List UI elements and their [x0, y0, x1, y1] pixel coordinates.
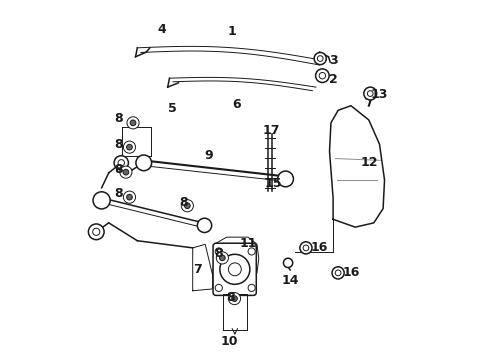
Circle shape: [228, 263, 241, 276]
Circle shape: [366, 91, 372, 96]
Circle shape: [181, 200, 193, 212]
Circle shape: [319, 72, 325, 79]
Circle shape: [228, 293, 240, 305]
Circle shape: [283, 258, 292, 267]
Circle shape: [216, 252, 228, 264]
Text: 4: 4: [157, 23, 165, 36]
Text: 8: 8: [226, 291, 235, 304]
Circle shape: [303, 245, 308, 251]
Circle shape: [219, 255, 225, 261]
Text: 9: 9: [204, 149, 213, 162]
Text: 7: 7: [193, 263, 202, 276]
Text: 1: 1: [227, 25, 236, 38]
Circle shape: [197, 218, 211, 233]
Text: 16: 16: [310, 241, 327, 255]
Circle shape: [315, 69, 328, 82]
Circle shape: [120, 166, 132, 178]
Circle shape: [130, 120, 136, 126]
Circle shape: [363, 87, 376, 100]
Text: 3: 3: [328, 54, 337, 67]
Circle shape: [118, 159, 124, 166]
Circle shape: [331, 267, 344, 279]
Circle shape: [123, 141, 135, 153]
FancyBboxPatch shape: [213, 243, 256, 296]
Circle shape: [220, 254, 249, 284]
Text: 5: 5: [167, 102, 176, 115]
Circle shape: [247, 248, 255, 255]
Circle shape: [126, 144, 132, 150]
Text: 6: 6: [232, 99, 241, 112]
Circle shape: [136, 155, 151, 171]
Text: 14: 14: [281, 274, 298, 287]
Circle shape: [231, 296, 237, 301]
Text: 13: 13: [370, 89, 387, 102]
Circle shape: [299, 242, 311, 254]
Text: 11: 11: [239, 237, 256, 250]
Circle shape: [114, 156, 128, 170]
Circle shape: [215, 248, 222, 255]
Text: 8: 8: [214, 247, 223, 260]
Text: 8: 8: [114, 112, 123, 125]
Text: 8: 8: [114, 163, 123, 176]
Circle shape: [317, 56, 323, 62]
Circle shape: [123, 191, 135, 203]
Circle shape: [277, 171, 293, 187]
Circle shape: [126, 194, 132, 200]
Circle shape: [127, 117, 139, 129]
Circle shape: [88, 224, 104, 240]
Text: 8: 8: [114, 187, 123, 200]
Text: 12: 12: [359, 156, 377, 169]
Circle shape: [335, 270, 340, 276]
Text: 8: 8: [114, 138, 123, 151]
Text: 10: 10: [220, 335, 237, 348]
Text: 2: 2: [329, 73, 338, 86]
Circle shape: [215, 284, 222, 292]
Circle shape: [93, 192, 110, 209]
Text: 17: 17: [262, 124, 280, 137]
Circle shape: [93, 228, 100, 235]
Text: 8: 8: [179, 195, 188, 209]
Circle shape: [247, 284, 255, 292]
Circle shape: [313, 53, 325, 64]
Circle shape: [184, 203, 190, 208]
Text: 16: 16: [342, 266, 360, 279]
Circle shape: [123, 169, 128, 175]
Text: 15: 15: [264, 177, 282, 190]
